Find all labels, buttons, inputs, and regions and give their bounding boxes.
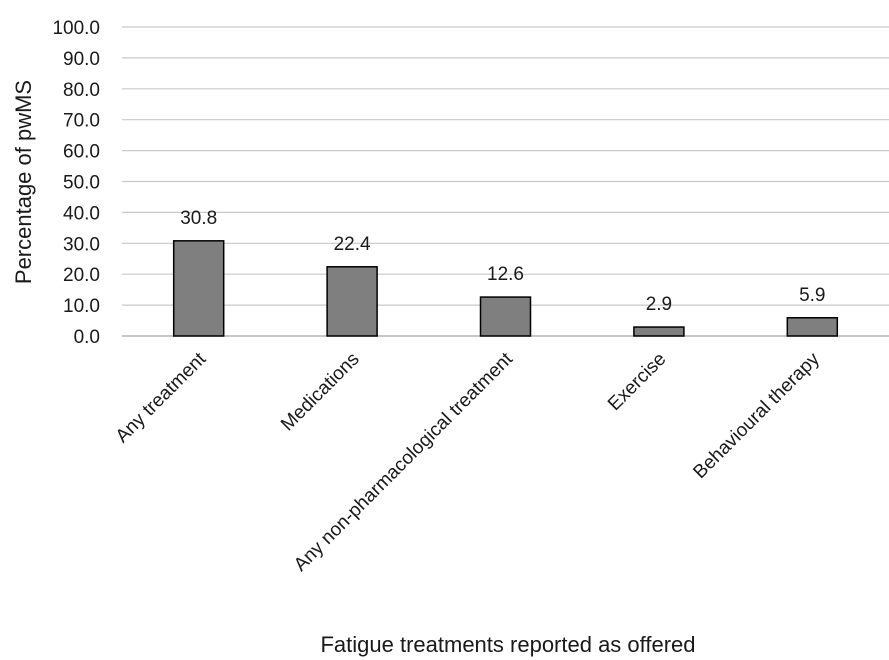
- x-category-label: Behavioural therapy: [689, 348, 824, 483]
- y-tick-label: 20.0: [63, 265, 100, 286]
- x-category-label: Exercise: [604, 349, 670, 415]
- y-axis-title: Percentage of pwMS: [11, 80, 36, 284]
- bar: [786, 317, 839, 337]
- bar: [479, 296, 532, 337]
- x-axis-title: Fatigue treatments reported as offered: [320, 632, 695, 657]
- bar: [633, 326, 685, 337]
- bar: [326, 266, 378, 337]
- y-tick-label: 70.0: [63, 111, 100, 132]
- data-label: 12.6: [487, 264, 524, 285]
- data-label: 22.4: [334, 234, 371, 255]
- y-tick-label: 50.0: [63, 173, 100, 194]
- y-tick-label: 100.0: [52, 18, 100, 39]
- data-label: 2.9: [646, 294, 672, 315]
- bars: [172, 240, 839, 337]
- y-axis-tick-labels: 0.0 10.0 20.0 30.0 40.0 50.0 60.0 70.0 80.0 90.0 1…: [52, 18, 100, 348]
- x-category-label: Any treatment: [112, 348, 211, 447]
- x-category-label: Medications: [277, 349, 364, 436]
- y-tick-label: 0.0: [74, 327, 100, 348]
- y-tick-label: 40.0: [63, 203, 100, 224]
- data-label: 30.8: [180, 208, 217, 229]
- data-labels: 30.8 22.4 12.6 2.9 5.9: [180, 208, 825, 315]
- y-tick-label: 90.0: [63, 49, 100, 70]
- y-tick-label: 80.0: [63, 80, 100, 101]
- y-tick-label: 60.0: [63, 142, 100, 163]
- data-label: 5.9: [799, 285, 825, 306]
- y-tick-label: 10.0: [63, 296, 100, 317]
- bar: [172, 240, 225, 337]
- gridlines: [122, 26, 889, 337]
- y-tick-label: 30.0: [63, 234, 100, 255]
